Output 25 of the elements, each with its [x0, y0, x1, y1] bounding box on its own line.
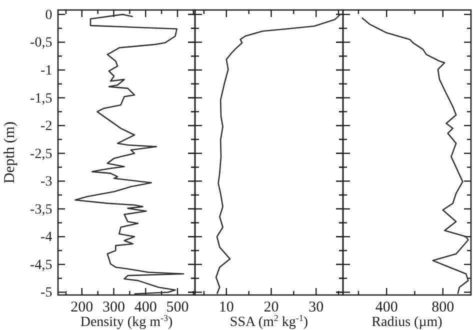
y-tick-label: -1,5 [30, 91, 52, 106]
y-tick-label: -1 [40, 63, 52, 78]
y-tick-label: -3 [40, 174, 52, 190]
x-axis-title: Radius (µm) [372, 315, 443, 330]
y-tick-label: -2 [40, 119, 52, 134]
x-axis-title: Density (kg m$^{-3}$) [80, 313, 173, 330]
y-axis-title: Depth (m) [2, 121, 18, 184]
x-tick-label: 10 [218, 300, 234, 316]
y-tick-label: -5 [40, 286, 52, 301]
x-tick-label: 400 [375, 300, 398, 316]
y-tick-label: 0 [45, 8, 52, 23]
y-tick-label: -3,5 [30, 202, 52, 218]
x-tick-label: 200 [70, 300, 94, 316]
x-tick-label: 30 [308, 300, 324, 316]
x-tick-label: 800 [432, 300, 454, 316]
y-tick-label: -4,5 [30, 258, 52, 273]
y-tick-label: -4 [40, 230, 52, 246]
x-tick-label: 20 [264, 300, 279, 316]
x-tick-label: 300 [102, 300, 126, 316]
y-tick-label: -0,5 [30, 36, 52, 51]
x-tick-label: 400 [134, 300, 157, 316]
x-tick-label: 500 [166, 300, 189, 316]
y-tick-label: -2,5 [30, 146, 52, 162]
line-series [74, 14, 184, 295]
x-axis-title: SSA (m$^{2}$ kg$^{-1}$) [230, 313, 308, 330]
